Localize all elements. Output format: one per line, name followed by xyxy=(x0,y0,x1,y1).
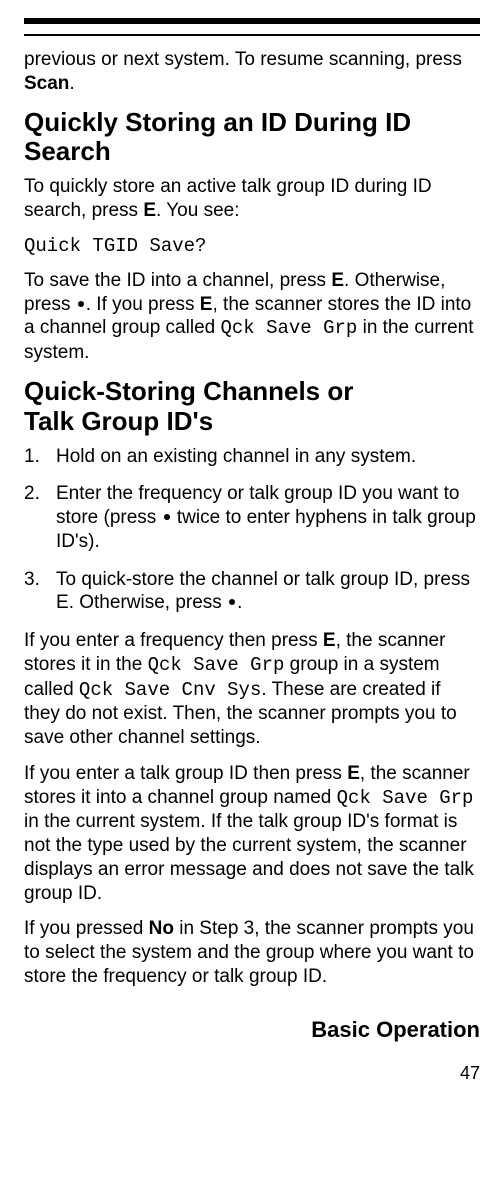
p4-bold-e: E xyxy=(347,763,360,784)
p3-mono1: Qck Save Grp xyxy=(148,654,285,676)
p2-bold-e1: E xyxy=(331,270,344,291)
p4: If you enter a talk group ID then press … xyxy=(24,762,480,906)
p4-t3: in the current system. If the talk group… xyxy=(24,811,474,903)
p2-t1: To save the ID into a channel, press xyxy=(24,270,331,291)
top-rule-thin xyxy=(24,34,480,36)
p2-t3: . If you press xyxy=(86,294,200,315)
p1-t2: . You see: xyxy=(156,200,239,221)
code-quick-tgid: Quick TGID Save? xyxy=(24,235,480,257)
p5-bold-no: No xyxy=(149,918,174,939)
p3-t1: If you enter a frequency then press xyxy=(24,630,323,651)
p4-mono: Qck Save Grp xyxy=(337,787,474,809)
intro-text-1: previous or next system. To resume scann… xyxy=(24,49,462,70)
steps-list: Hold on an existing channel in any syste… xyxy=(24,445,480,616)
step-2: Enter the frequency or talk group ID you… xyxy=(24,482,480,553)
p2-bold-e2: E xyxy=(200,294,213,315)
page-number: 47 xyxy=(24,1063,480,1098)
p4-t1: If you enter a talk group ID then press xyxy=(24,763,347,784)
step3-t3: . xyxy=(237,592,242,613)
page: previous or next system. To resume scann… xyxy=(0,18,504,1098)
p1: To quickly store an active talk group ID… xyxy=(24,175,480,223)
intro-bold-scan: Scan xyxy=(24,73,69,94)
p5-t1: If you pressed xyxy=(24,918,149,939)
intro-paragraph: previous or next system. To resume scann… xyxy=(24,48,480,96)
p3: If you enter a frequency then press E, t… xyxy=(24,629,480,750)
step-3: To quick-store the channel or talk group… xyxy=(24,568,480,616)
heading-quickly-storing-id: Quickly Storing an ID During ID Search xyxy=(24,108,480,168)
heading-quick-storing-channels: Quick-Storing Channels or Talk Group ID'… xyxy=(24,377,480,437)
step3-bold-e: E xyxy=(56,592,69,613)
dot-icon xyxy=(229,599,235,605)
p3-bold-e: E xyxy=(323,630,336,651)
step3-t1: To quick-store the channel or talk group… xyxy=(56,569,470,590)
p3-mono2: Qck Save Cnv Sys xyxy=(79,679,261,701)
footer-section-title: Basic Operation xyxy=(24,1017,480,1043)
p5: If you pressed No in Step 3, the scanner… xyxy=(24,917,480,988)
top-rule-thick xyxy=(24,18,480,24)
step1-text: Hold on an existing channel in any syste… xyxy=(56,446,416,467)
heading2-line2: Talk Group ID's xyxy=(24,406,213,436)
p2-mono: Qck Save Grp xyxy=(220,317,357,339)
dot-icon xyxy=(78,301,84,307)
step-1: Hold on an existing channel in any syste… xyxy=(24,445,480,469)
intro-text-2: . xyxy=(69,73,74,94)
heading2-line1: Quick-Storing Channels or xyxy=(24,376,353,406)
dot-icon xyxy=(164,514,170,520)
p2: To save the ID into a channel, press E. … xyxy=(24,269,480,365)
step3-t2: . Otherwise, press xyxy=(69,592,227,613)
p1-bold-e: E xyxy=(143,200,156,221)
